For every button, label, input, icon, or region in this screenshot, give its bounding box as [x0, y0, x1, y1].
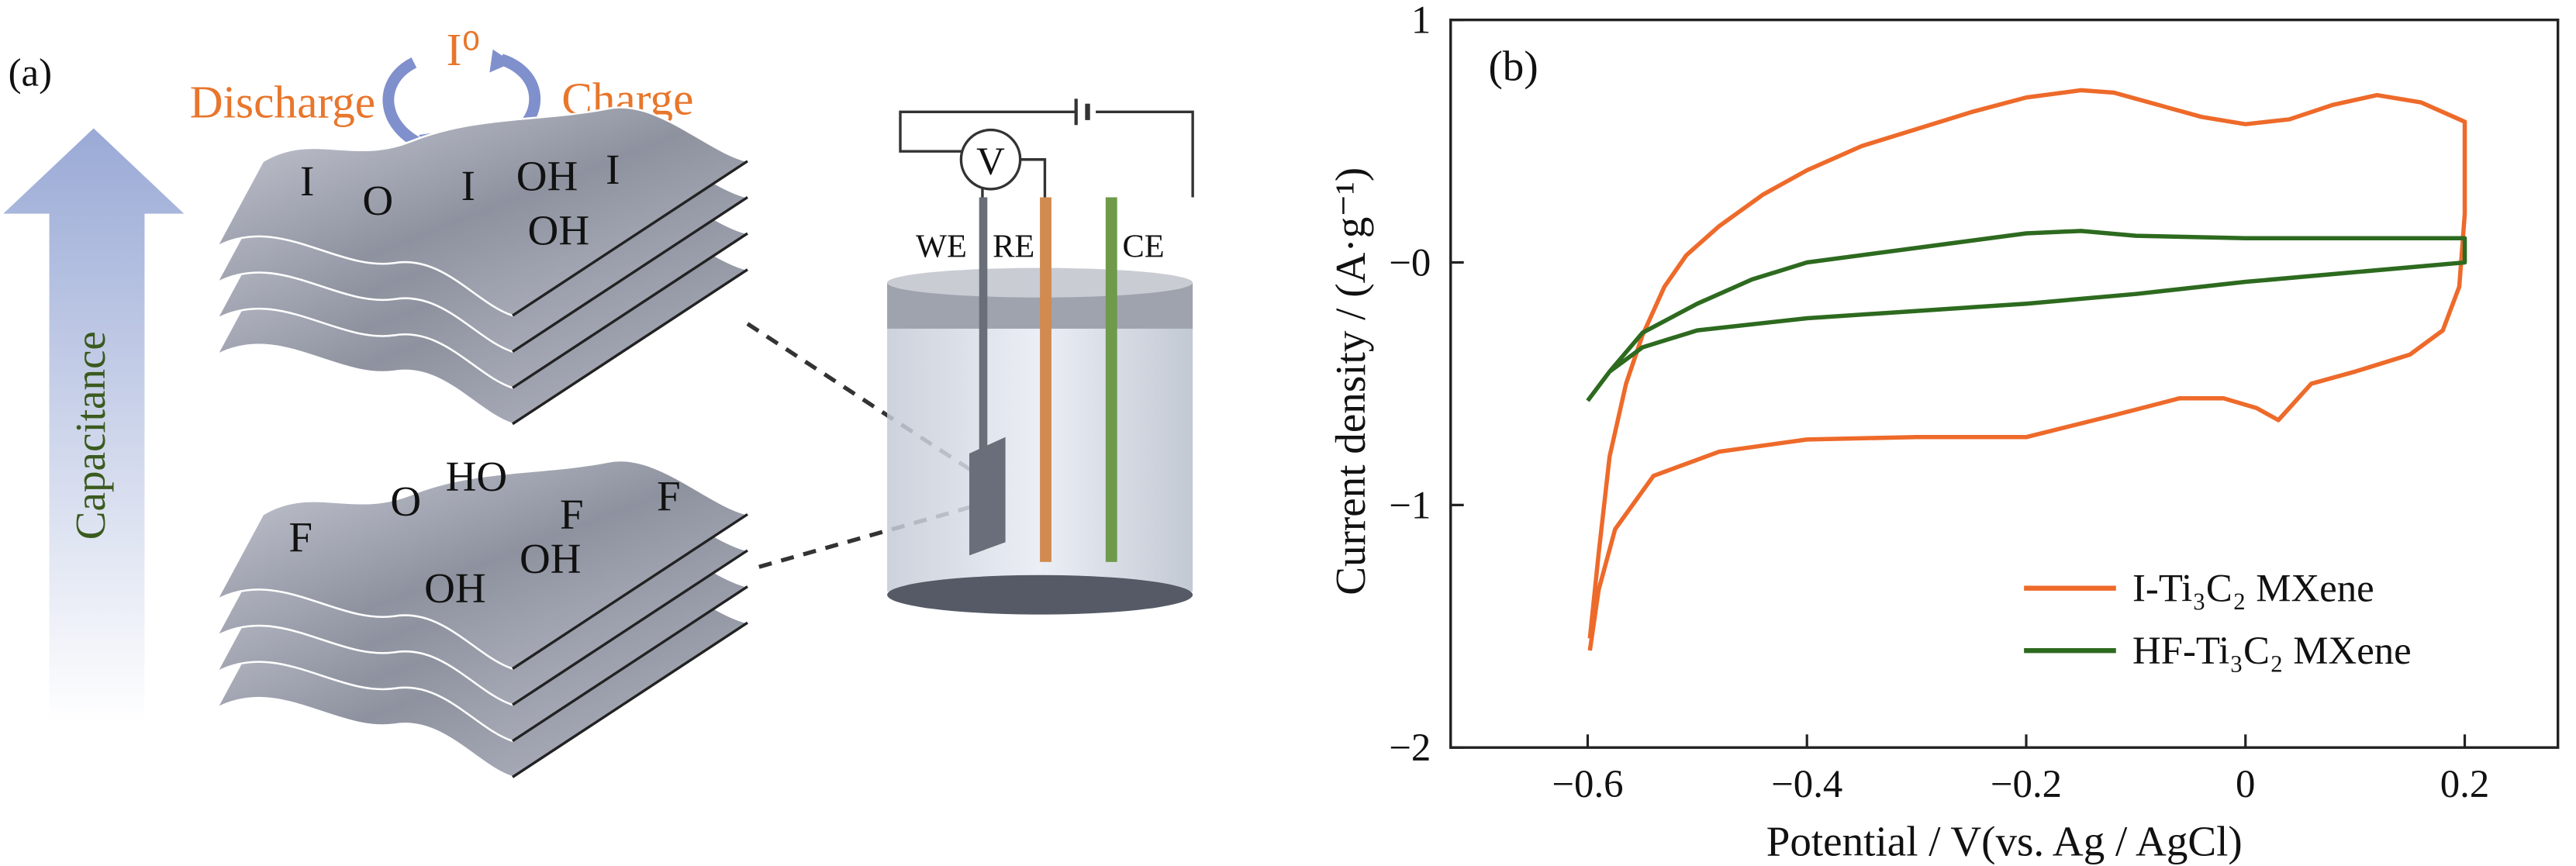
- surface-group: OH: [520, 535, 582, 582]
- capacitance-arrow: [3, 128, 185, 723]
- sheet-edge: [512, 621, 748, 778]
- surface-group: F: [288, 514, 313, 561]
- sheet-edge: [512, 585, 748, 743]
- surface-group: HO: [446, 453, 508, 500]
- sample-plate: [969, 436, 1006, 556]
- sheet-edge: [512, 268, 748, 426]
- surface-group: F: [560, 491, 584, 538]
- sheet-edge: [512, 512, 748, 670]
- cycle-arrowhead: [489, 49, 513, 73]
- cv-curve: [1587, 88, 2467, 651]
- surface-group: I: [606, 146, 620, 193]
- electrode-label: RE: [993, 229, 1034, 265]
- voltmeter: [959, 128, 1022, 191]
- surface-group: OH: [516, 152, 578, 199]
- discharge-label: Discharge: [190, 77, 375, 128]
- electrode-re: [1040, 197, 1051, 562]
- mxene-sheet: [214, 459, 751, 670]
- cv-chart: (b) Potential / V(vs. Ag / AgCl) Current…: [1327, 0, 2560, 864]
- jar-bottom: [887, 574, 1193, 615]
- surface-group: O: [390, 478, 421, 525]
- x-axis-title: Potential / V(vs. Ag / AgCl): [1766, 817, 2243, 864]
- electrode-ce: [1105, 197, 1117, 562]
- electrode-label: CE: [1122, 229, 1164, 265]
- y-tick-label: 1: [1411, 0, 1431, 42]
- wires: [899, 110, 1194, 198]
- mxene-sheets: [214, 106, 751, 778]
- panel-label: (b): [1488, 42, 1538, 89]
- surface-group: F: [657, 473, 681, 520]
- cv-curve: [1586, 229, 2467, 402]
- sheet-edge: [512, 160, 748, 317]
- x-tick-label: 0: [2236, 762, 2255, 806]
- voltmeter-label: V: [976, 140, 1005, 183]
- x-tick-label: −0.4: [1771, 762, 1842, 806]
- mxene-sheet: [214, 106, 751, 317]
- legend-label: I-Ti₃C₂ MXene: [2132, 567, 2374, 610]
- surface-group: OH: [528, 206, 590, 254]
- species-label: I⁰: [447, 24, 481, 75]
- panel-label: (a): [9, 50, 52, 94]
- legend-label: HF-Ti₃C₂ MXene: [2132, 629, 2412, 672]
- electrode-we: [979, 197, 988, 477]
- sheet-edge: [512, 232, 748, 389]
- sheet-edge: [512, 196, 748, 354]
- y-tick-label: −2: [1389, 726, 1431, 769]
- arrow-label: Capacitance: [67, 331, 114, 540]
- x-tick-label: 0.2: [2440, 762, 2490, 806]
- surface-group: I: [461, 162, 475, 209]
- y-tick-label: −0: [1389, 241, 1431, 285]
- surface-group: OH: [424, 564, 486, 612]
- surface-group: O: [362, 177, 393, 224]
- x-tick-label: −0.6: [1552, 762, 1623, 806]
- x-tick-label: −0.2: [1991, 762, 2062, 806]
- y-axis-title: Current density / (A·g⁻¹): [1327, 167, 1374, 595]
- plot-frame: [1449, 18, 2560, 749]
- electrode-label: WE: [916, 229, 967, 265]
- sheet-edge: [512, 549, 748, 706]
- surface-group: I: [300, 157, 314, 205]
- y-tick-label: −1: [1389, 483, 1431, 526]
